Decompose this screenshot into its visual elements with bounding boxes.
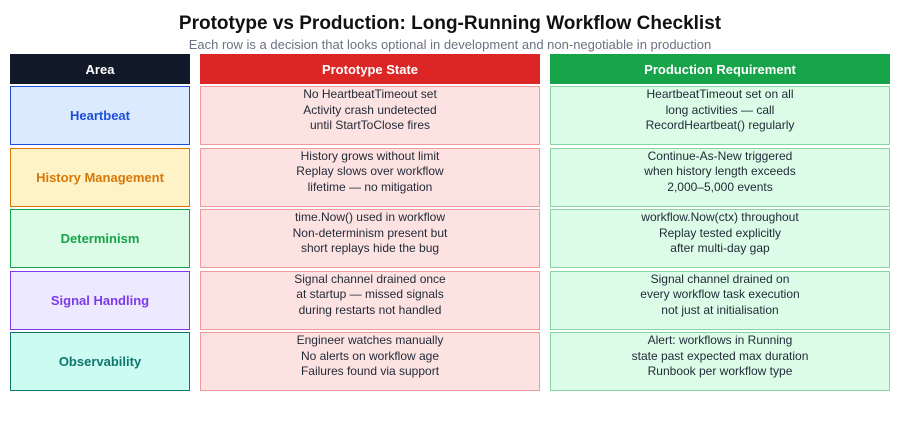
- prototype-cell-line: No HeartbeatTimeout set: [303, 87, 437, 101]
- area-cell-observability: Observability: [10, 332, 190, 391]
- prototype-cell-line: Activity crash undetected: [303, 102, 437, 117]
- page-subtitle: Each row is a decision that looks option…: [188, 37, 712, 52]
- prototype-cell-line: until StartToClose fires: [309, 118, 431, 132]
- area-column-header: Area: [10, 54, 190, 84]
- production-cell-signal-handling: Signal channel drained on every workflow …: [550, 270, 890, 330]
- production-cell-heartbeat: HeartbeatTimeout set on all long activiti…: [550, 86, 890, 145]
- production-cell-observability: Alert: workflows in Running state past ex…: [550, 332, 890, 391]
- production-cell-line: long activities — call: [665, 102, 775, 117]
- production-cell-line: RecordHeartbeat() regularly: [645, 118, 795, 132]
- prototype-cell-line: Failures found via support: [300, 364, 440, 378]
- production-cell-line: every workflow task execution: [640, 287, 800, 301]
- production-cell-line: Continue-As-New triggered: [647, 148, 793, 163]
- prototype-cell-observability: Engineer watches manually No alerts on wo…: [200, 332, 540, 391]
- prototype-cell-line: during restarts not handled: [298, 302, 442, 317]
- prototype-cell-line: History grows without limit: [300, 148, 440, 163]
- area-cell-heartbeat: Heartbeat: [10, 86, 190, 145]
- prototype-cell-signal-handling: Signal channel drained once at startup — …: [200, 270, 540, 330]
- prototype-cell-line: time.Now() used in workflow: [294, 210, 446, 224]
- production-cell-determinism: workflow.Now(ctx) throughout Replay teste…: [550, 209, 890, 268]
- production-cell-line: Replay tested explicitly: [658, 225, 782, 240]
- production-cell-line: after multi-day gap: [670, 241, 770, 255]
- production-cell-line: 2,000–5,000 events: [667, 179, 773, 194]
- prototype-cell-line: Replay slows over workflow: [296, 164, 444, 178]
- area-cell-history-management: History Management: [10, 147, 190, 207]
- production-cell-line: when history length exceeds: [644, 164, 796, 178]
- prototype-cell-determinism: time.Now() used in workflow Non-determini…: [200, 209, 540, 268]
- production-column-header: Production Requirement: [550, 54, 890, 84]
- production-cell-line: HeartbeatTimeout set on all: [646, 87, 794, 101]
- production-cell-line: Runbook per workflow type: [647, 364, 793, 378]
- production-cell-history-management: Continue-As-New triggered when history le…: [550, 147, 890, 207]
- prototype-cell-heartbeat: No HeartbeatTimeout set Activity crash un…: [200, 86, 540, 145]
- prototype-cell-history-management: History grows without limit Replay slows …: [200, 147, 540, 207]
- prototype-cell-line: Signal channel drained once: [294, 271, 446, 286]
- page-title: Prototype vs Production: Long-Running Wo…: [178, 13, 722, 34]
- production-cell-line: state past expected max duration: [631, 348, 809, 363]
- production-cell-line: Alert: workflows in Running: [647, 333, 793, 347]
- prototype-cell-line: at startup — missed signals: [296, 287, 444, 301]
- production-cell-line: not just at initialisation: [661, 302, 779, 317]
- area-cell-signal-handling: Signal Handling: [10, 270, 190, 330]
- prototype-cell-line: No alerts on workflow age: [300, 348, 440, 363]
- prototype-cell-line: Non-determinism present but: [292, 225, 448, 240]
- prototype-cell-line: Engineer watches manually: [296, 333, 444, 347]
- production-cell-line: workflow.Now(ctx) throughout: [641, 210, 799, 224]
- prototype-cell-line: short replays hide the bug: [300, 241, 440, 255]
- prototype-cell-line: lifetime — no mitigation: [307, 179, 433, 194]
- prototype-column-header: Prototype State: [200, 54, 540, 84]
- area-cell-determinism: Determinism: [10, 209, 190, 268]
- production-cell-line: Signal channel drained on: [650, 271, 790, 286]
